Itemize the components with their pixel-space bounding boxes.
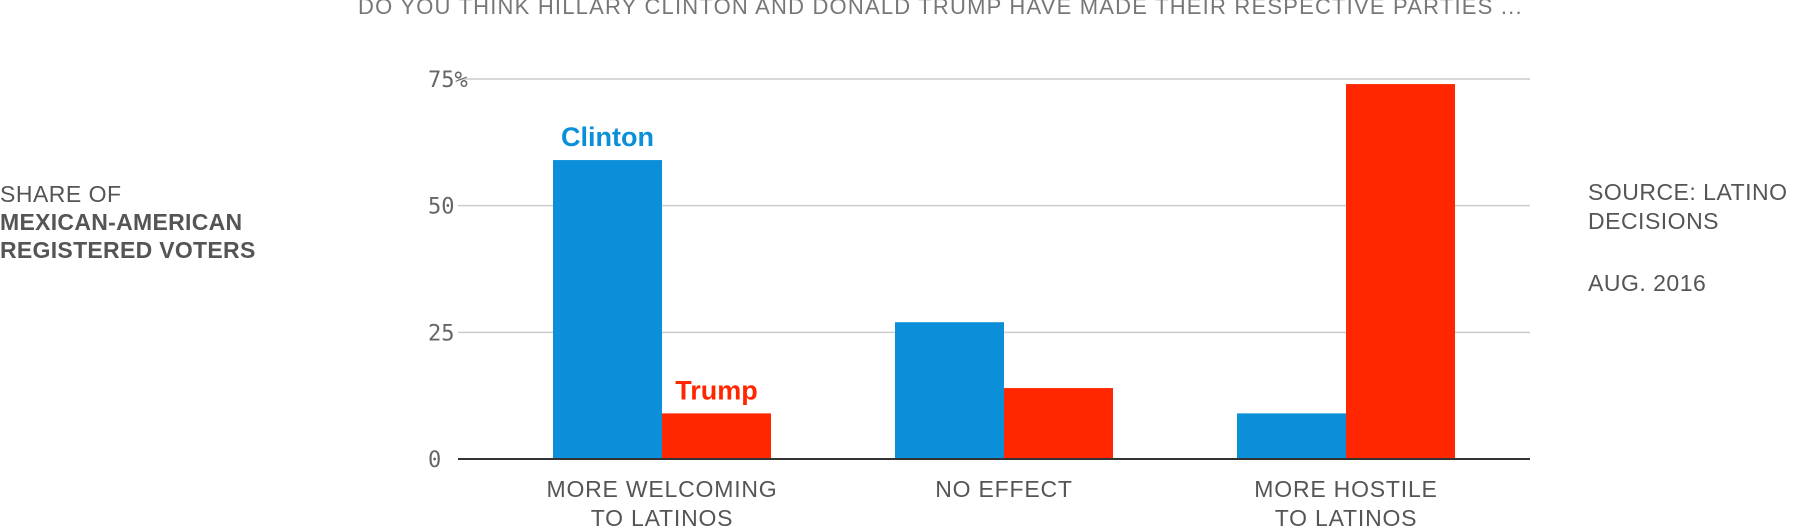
source-text-line1: SOURCE: LATINO bbox=[1588, 179, 1788, 205]
series-label-trump: Trump bbox=[675, 375, 758, 405]
y-axis-label-line1: SHARE OF bbox=[0, 181, 122, 207]
bar-clinton bbox=[895, 322, 1004, 459]
bar-clinton bbox=[553, 160, 662, 460]
series-label-clinton: Clinton bbox=[561, 122, 654, 152]
bar-trump bbox=[1346, 84, 1455, 460]
y-axis-label-line3: REGISTERED VOTERS bbox=[0, 237, 256, 263]
source-date: AUG. 2016 bbox=[1588, 270, 1707, 296]
y-tick-label: 25 bbox=[428, 321, 455, 346]
category-label: MORE HOSTILE bbox=[1254, 476, 1437, 502]
y-axis-label-line2: MEXICAN-AMERICAN bbox=[0, 209, 243, 235]
bar-trump bbox=[1004, 388, 1113, 459]
bar-trump bbox=[662, 413, 771, 459]
y-axis-label: SHARE OF MEXICAN-AMERICAN REGISTERED VOT… bbox=[0, 180, 256, 264]
chart-title: DO YOU THINK HILLARY CLINTON AND DONALD … bbox=[358, 0, 1523, 19]
source-note: SOURCE: LATINO DECISIONS AUG. 2016 bbox=[1588, 178, 1788, 298]
source-text-line2: DECISIONS bbox=[1588, 208, 1720, 234]
y-tick-label: 75% bbox=[428, 68, 468, 93]
y-tick-label: 50 bbox=[428, 195, 455, 220]
category-label: TO LATINOS bbox=[591, 505, 734, 528]
y-tick-label: 0 bbox=[428, 448, 441, 473]
bar-clinton bbox=[1237, 413, 1346, 459]
category-label: MORE WELCOMING bbox=[547, 476, 778, 502]
category-label: TO LATINOS bbox=[1275, 505, 1418, 528]
category-label: NO EFFECT bbox=[935, 476, 1073, 502]
